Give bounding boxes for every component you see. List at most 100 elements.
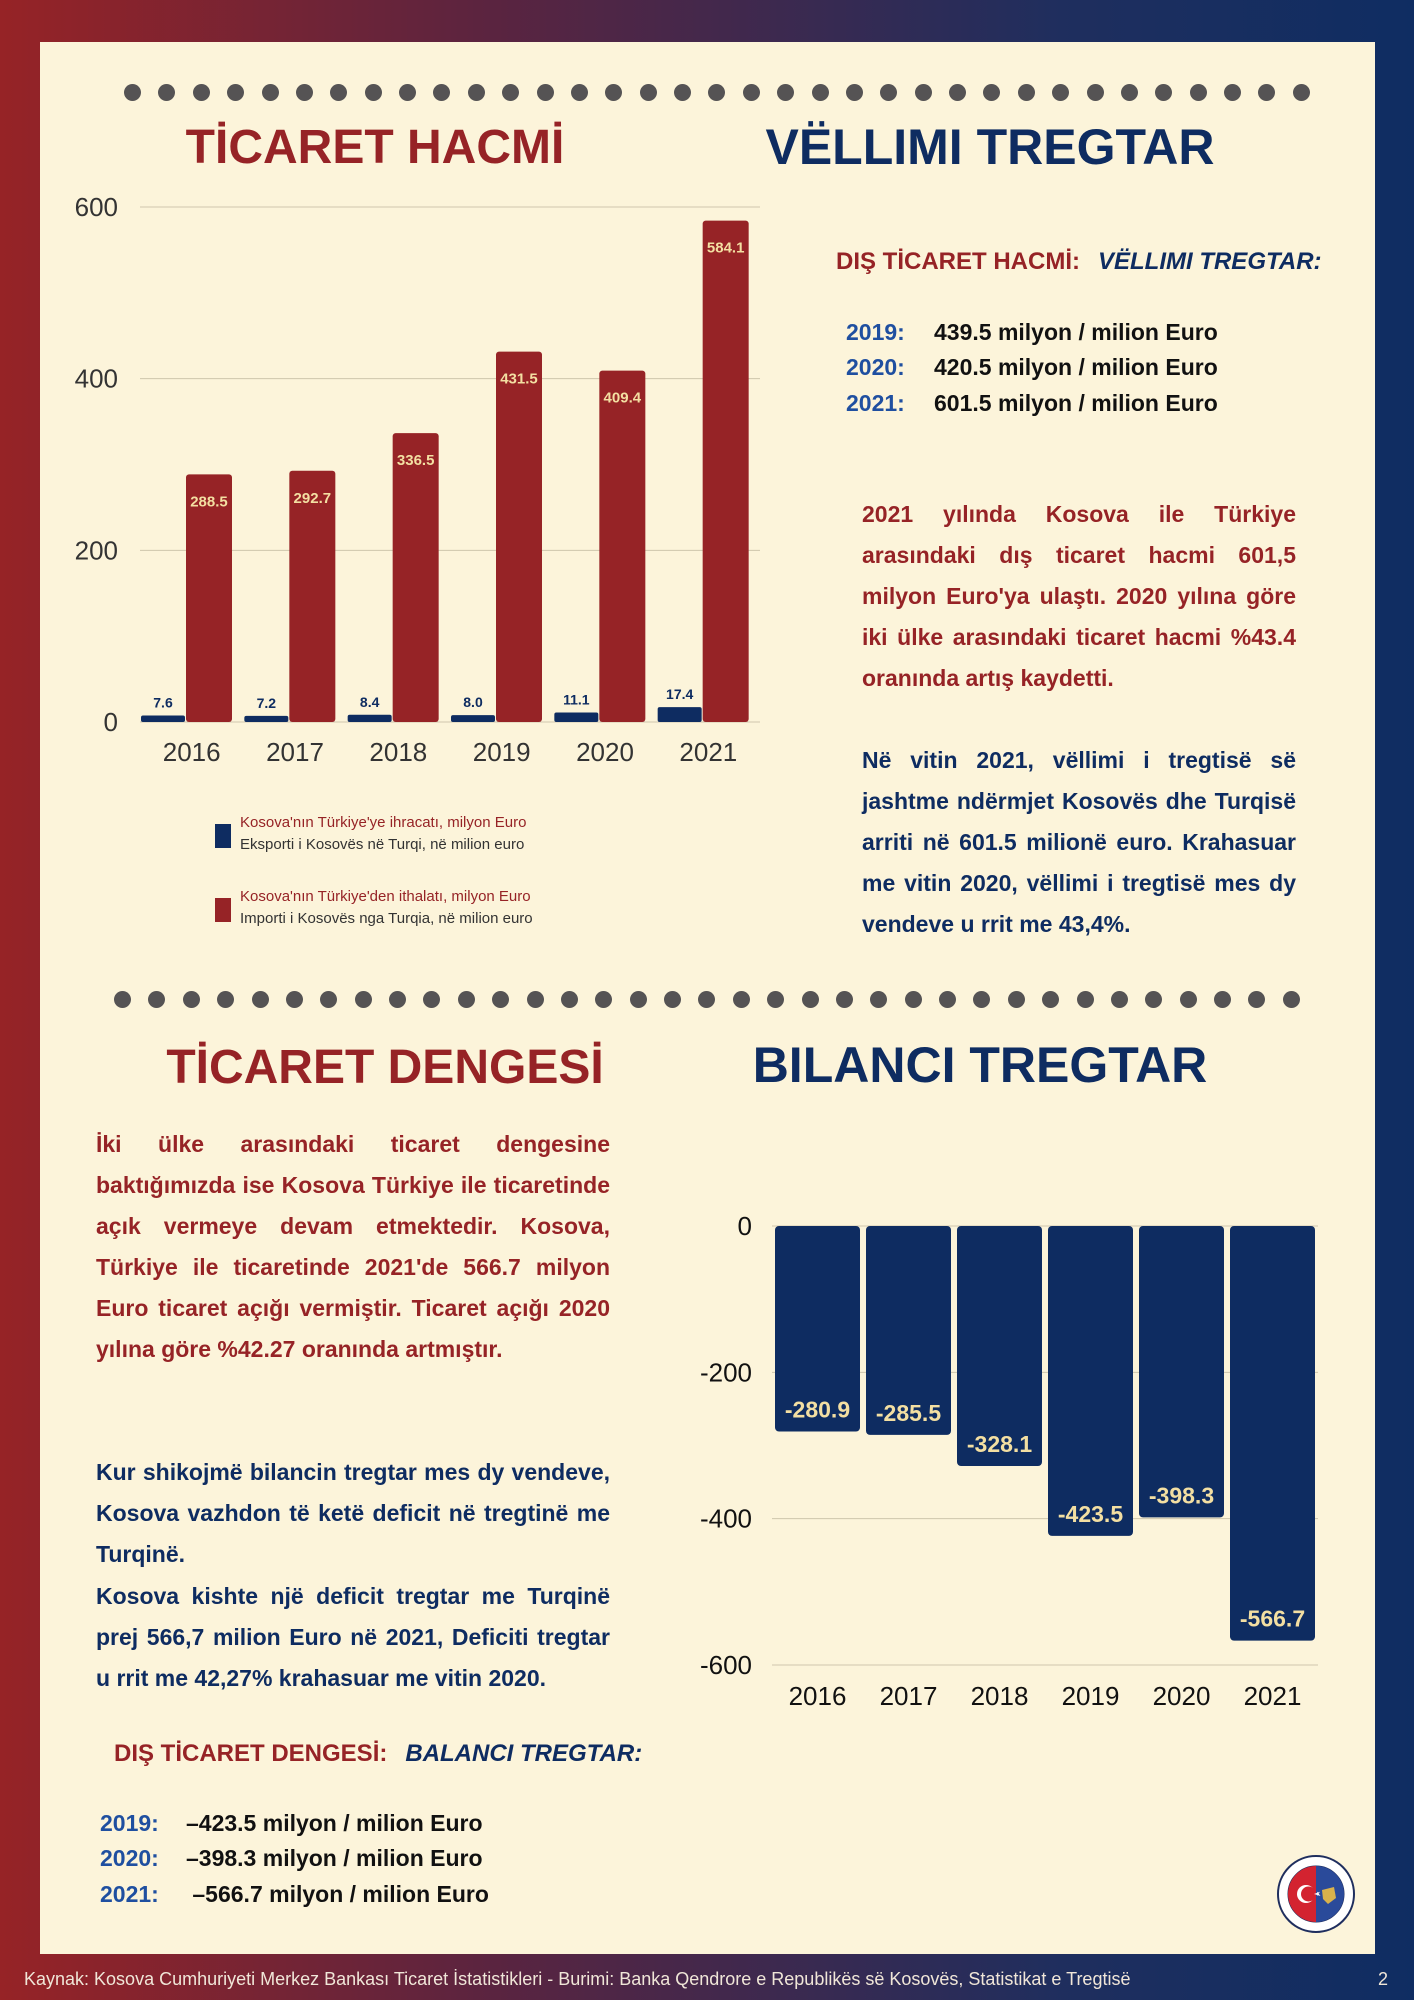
divider-dot bbox=[570, 84, 588, 101]
y-tick-label: 0 bbox=[738, 1211, 752, 1241]
divider-dot bbox=[742, 84, 760, 101]
divider-dot bbox=[1042, 991, 1060, 1008]
legend-label-sq: Eksporti i Kosovës në Turqi, në milion e… bbox=[240, 836, 525, 853]
divider-dot bbox=[467, 84, 485, 101]
divider-dot bbox=[1224, 84, 1241, 101]
divider-dot bbox=[777, 84, 795, 101]
divider-dot bbox=[1258, 84, 1276, 101]
section-title-tr: TİCARET HACMİ bbox=[185, 121, 565, 174]
divider-dot bbox=[114, 991, 131, 1008]
x-tick-label: 2019 bbox=[1062, 1681, 1120, 1711]
export-value-label: 11.1 bbox=[563, 691, 590, 707]
import-value-label: 584.1 bbox=[707, 240, 745, 257]
divider-dot bbox=[182, 991, 200, 1008]
balance-bar bbox=[957, 1226, 1042, 1467]
summary-label-tr: DIŞ TİCARET DENGESİ: bbox=[114, 1740, 388, 1767]
divider-dot bbox=[664, 991, 681, 1008]
divider-dot bbox=[492, 991, 510, 1008]
divider-dot bbox=[320, 991, 338, 1008]
summary-value: –398.3 milyon / milion Euro bbox=[186, 1845, 483, 1871]
divider-dot bbox=[1052, 84, 1070, 101]
summary-value: 601.5 milyon / milion Euro bbox=[934, 390, 1218, 416]
import-value-label: 288.5 bbox=[190, 493, 228, 510]
divider-dot bbox=[536, 84, 554, 101]
volume-summary-row: 2020: 420.5 milyon / milion Euro bbox=[846, 354, 1218, 381]
divider-dot bbox=[973, 991, 991, 1008]
divider-dot bbox=[389, 991, 406, 1008]
divider-dot bbox=[1282, 991, 1300, 1008]
x-tick-label: 2021 bbox=[1244, 1681, 1302, 1711]
divider-dot bbox=[330, 84, 348, 101]
balance-bar bbox=[775, 1226, 860, 1432]
divider-dot bbox=[227, 84, 245, 101]
summary-value: –566.7 milyon / milion Euro bbox=[186, 1881, 489, 1907]
divider-dot bbox=[1145, 991, 1163, 1008]
summary-year: 2021: bbox=[846, 390, 905, 416]
divider-dot bbox=[845, 84, 863, 101]
divider-dot bbox=[217, 991, 235, 1008]
divider-dot bbox=[399, 84, 416, 101]
divider-dot bbox=[124, 84, 141, 101]
legend-label-tr: Kosova'nın Türkiye'ye ihracatı, milyon E… bbox=[240, 814, 527, 831]
export-value-label: 8.4 bbox=[360, 694, 380, 710]
divider-dot bbox=[595, 991, 613, 1008]
divider-dot bbox=[1214, 991, 1231, 1008]
divider-dot bbox=[354, 991, 372, 1008]
divider-dot bbox=[639, 84, 657, 101]
trade-volume-chart: 600 400 200 0 7.6 288.5 2016 7.2 292.7 2017 8.4 336… bbox=[75, 192, 760, 767]
divider-dot bbox=[1155, 84, 1173, 101]
divider-dot bbox=[1120, 84, 1138, 101]
summary-year: 2021: bbox=[100, 1881, 159, 1907]
trade-balance-chart: 0 -200 -400 -600 -280.9 2016 -285.5 2017 -328.1 2… bbox=[700, 1211, 1318, 1711]
divider-dot bbox=[939, 991, 956, 1008]
x-tick-label: 2020 bbox=[1153, 1681, 1211, 1711]
footer: Kaynak: Kosova Cumhuriyeti Merkez Bankas… bbox=[0, 1958, 1414, 2000]
export-bar bbox=[657, 707, 702, 722]
y-tick-label: 200 bbox=[75, 535, 118, 565]
x-tick-label: 2018 bbox=[369, 737, 427, 767]
divider-dot bbox=[261, 84, 279, 101]
dot-divider-top bbox=[124, 84, 1310, 101]
x-tick-label: 2020 bbox=[576, 737, 634, 767]
divider-dot bbox=[732, 991, 750, 1008]
legend-swatch-exports bbox=[215, 824, 231, 848]
divider-dot bbox=[904, 991, 922, 1008]
export-value-label: 17.4 bbox=[666, 686, 693, 702]
balance-value-label: -285.5 bbox=[876, 1400, 941, 1426]
divider-dot bbox=[629, 991, 647, 1008]
export-bar bbox=[451, 715, 495, 722]
balance-value-label: -328.1 bbox=[967, 1431, 1032, 1457]
section-title-sq: BILANCI TREGTAR bbox=[752, 1037, 1208, 1093]
summary-value: 439.5 milyon / milion Euro bbox=[934, 319, 1218, 345]
x-tick-label: 2017 bbox=[880, 1681, 938, 1711]
balance-bar bbox=[1139, 1226, 1224, 1518]
y-tick-label: -600 bbox=[700, 1650, 752, 1680]
divider-dot bbox=[295, 84, 313, 101]
summary-label-tr: DIŞ TİCARET HACMİ: bbox=[836, 248, 1080, 275]
balance-bar bbox=[866, 1226, 951, 1435]
volume-summary-row: 2021: 601.5 milyon / milion Euro bbox=[846, 390, 1218, 417]
x-tick-label: 2016 bbox=[163, 737, 221, 767]
balance-bar bbox=[1048, 1226, 1133, 1536]
summary-year: 2019: bbox=[100, 1810, 159, 1836]
import-value-label: 409.4 bbox=[604, 390, 642, 407]
summary-value: –423.5 milyon / milion Euro bbox=[186, 1810, 483, 1836]
export-value-label: 7.6 bbox=[153, 694, 173, 710]
legend-label-sq: Importi i Kosovës nga Turqia, në milion … bbox=[240, 910, 533, 927]
legend-label-tr: Kosova'nın Türkiye'den ithalatı, milyon … bbox=[240, 888, 531, 905]
divider-dot bbox=[192, 84, 210, 101]
divider-dot bbox=[605, 84, 623, 101]
divider-dot bbox=[674, 84, 691, 101]
x-tick-label: 2021 bbox=[679, 737, 737, 767]
balance-summary-row: 2020: –398.3 milyon / milion Euro bbox=[100, 1845, 483, 1872]
divider-dot bbox=[801, 991, 819, 1008]
divider-dot bbox=[433, 84, 451, 101]
divider-dot bbox=[457, 991, 475, 1008]
import-bar bbox=[702, 220, 749, 722]
divider-dot bbox=[1179, 991, 1197, 1008]
divider-dot bbox=[708, 84, 726, 101]
summary-year: 2020: bbox=[846, 354, 905, 380]
divider-dot bbox=[949, 84, 966, 101]
divider-dot bbox=[364, 84, 382, 101]
import-value-label: 292.7 bbox=[294, 490, 332, 507]
